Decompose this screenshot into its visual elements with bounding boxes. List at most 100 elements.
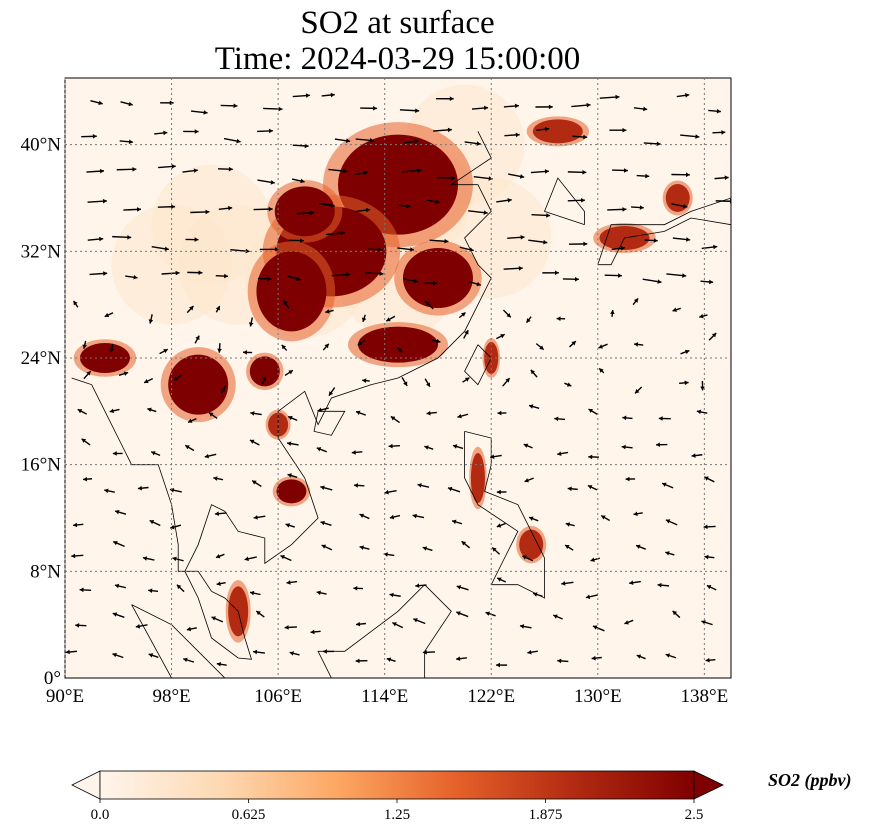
wind-arrowhead: [655, 442, 660, 448]
wind-arrowhead: [83, 476, 88, 482]
wind-arrowhead: [700, 386, 705, 391]
wind-arrowhead: [414, 139, 419, 144]
wind-arrowhead: [672, 307, 677, 312]
wind-arrowhead: [284, 625, 289, 630]
wind-arrowhead: [629, 580, 634, 585]
wind-arrowhead: [515, 132, 520, 138]
wind-arrowhead: [249, 439, 255, 444]
so2-region-core: [256, 251, 327, 332]
wind-arrowhead: [450, 175, 455, 181]
wind-arrowhead: [492, 547, 497, 552]
wind-arrowhead: [248, 322, 254, 327]
wind-arrowhead: [622, 415, 627, 421]
wind-arrowhead: [657, 582, 662, 588]
wind-arrowhead: [488, 176, 493, 181]
wind-arrowhead: [500, 334, 505, 339]
wind-arrowhead: [286, 580, 291, 585]
wind-arrowhead: [114, 583, 120, 589]
wind-arrowhead: [383, 552, 388, 557]
wind-arrowhead: [658, 416, 663, 421]
wind-arrowhead: [591, 655, 596, 661]
wind-arrowhead: [424, 445, 429, 450]
wind-arrowhead: [99, 168, 104, 174]
so2-region-core: [519, 529, 544, 560]
wind-arrowhead: [228, 205, 233, 211]
wind-arrowhead: [621, 444, 626, 450]
wind-arrowhead: [317, 407, 322, 413]
wind-arrowhead: [340, 230, 345, 236]
wind-arrowhead: [633, 511, 638, 517]
so2-region-core: [274, 186, 335, 237]
wind-arrowhead: [128, 101, 133, 107]
wind-arrowhead: [203, 110, 208, 115]
coastline: [464, 430, 545, 599]
wind-arrowhead: [211, 616, 216, 621]
map-axes: 90°E 98°E 106°E 114°E 122°E 130°E 138°E 0° 8°N 16…: [21, 78, 731, 707]
wind-arrowhead: [285, 523, 290, 528]
wind-arrowhead: [353, 483, 358, 488]
wind-arrowhead: [169, 100, 174, 106]
wind-arrowhead: [449, 96, 454, 102]
wind-arrowhead: [268, 128, 273, 134]
wind-arrowhead: [636, 544, 641, 549]
coastline: [597, 197, 731, 266]
colorbar-tick-label: 1.875: [529, 807, 563, 823]
so2-region-core: [402, 248, 473, 308]
wind-arrowhead: [704, 476, 709, 481]
wind-arrowhead: [520, 235, 525, 240]
wind-arrowhead: [519, 624, 525, 629]
wind-arrowhead: [275, 247, 279, 252]
wind-arrowhead: [71, 553, 76, 559]
wind-arrowhead: [104, 312, 110, 318]
wind-arrowhead: [684, 380, 689, 386]
wind-arrowhead: [526, 318, 531, 323]
wind-arrowhead: [409, 247, 415, 252]
wind-arrowhead: [310, 629, 315, 635]
wind-arrowhead: [133, 274, 138, 280]
wind-arrowhead: [363, 170, 368, 176]
wind-arrowhead: [280, 555, 285, 560]
wind-arrowhead: [555, 270, 559, 276]
wind-arrowhead: [123, 371, 129, 376]
wind-arrowhead: [137, 485, 142, 491]
wind-arrowhead: [92, 134, 97, 139]
wind-arrowhead: [476, 281, 481, 287]
wind-arrowhead: [519, 174, 525, 179]
wind-arrowhead: [250, 411, 255, 416]
wind-arrowhead: [496, 662, 500, 668]
wind-arrowhead: [113, 540, 118, 546]
wind-arrowhead: [496, 523, 502, 528]
wind-arrowhead: [112, 612, 118, 617]
so2-region-core: [532, 119, 583, 144]
wind-arrowhead: [169, 488, 175, 493]
wind-arrowhead: [243, 350, 247, 355]
wind-arrowhead: [422, 546, 428, 551]
wind-arrowhead: [695, 134, 700, 139]
wind-arrowhead: [171, 204, 176, 210]
wind-arrowhead: [397, 348, 403, 353]
wind-arrowhead: [643, 106, 648, 112]
wind-arrowhead: [415, 583, 420, 588]
wind-arrowhead: [461, 312, 466, 317]
wind-arrowhead: [185, 445, 190, 450]
wind-arrowhead: [413, 618, 418, 623]
wind-arrowhead: [357, 341, 363, 346]
colorbar-tick-label: 0.625: [232, 807, 266, 823]
wind-arrowhead: [588, 454, 593, 460]
coastline: [71, 131, 492, 660]
wind-arrowhead: [355, 410, 361, 416]
wind-arrowhead: [696, 409, 702, 415]
wind-arrowhead: [447, 127, 452, 133]
wind-arrowhead: [497, 410, 502, 416]
wind-arrowhead: [183, 657, 188, 663]
wind-arrowhead: [523, 443, 529, 448]
wind-arrowhead: [716, 108, 721, 114]
wind-arrowhead: [415, 108, 420, 113]
wind-arrowhead: [464, 330, 469, 335]
wind-arrowhead: [322, 649, 327, 654]
wind-arrowhead: [73, 300, 78, 306]
wind-arrowhead: [193, 168, 198, 173]
wind-arrowhead: [213, 476, 218, 481]
wind-arrowhead: [574, 276, 579, 282]
wind-arrowhead: [425, 301, 431, 306]
